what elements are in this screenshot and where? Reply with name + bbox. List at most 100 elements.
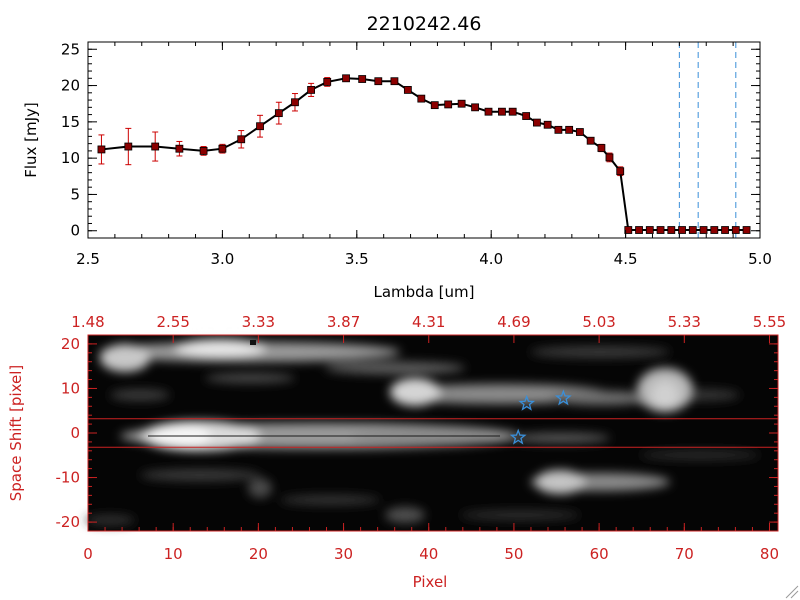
pixel-tick-label: 40 [419, 545, 438, 563]
data-point [554, 125, 563, 134]
chart-title: 2210242.46 [367, 13, 482, 35]
plot-frame [87, 41, 761, 239]
flux-series-points [97, 74, 751, 234]
shift-tick-label: -20 [56, 513, 81, 531]
data-point [645, 226, 654, 234]
pixel-tick-label: 80 [760, 545, 779, 563]
x-tick-label: 3.5 [345, 250, 369, 268]
wavelength-tick-label: 5.33 [668, 313, 701, 331]
y-tick-label: 0 [70, 222, 80, 240]
data-point [605, 153, 614, 162]
bad-pixel [250, 340, 256, 345]
data-point [616, 167, 625, 176]
star-marker-icon [554, 389, 572, 406]
wavelength-tick-label: 5.03 [582, 313, 615, 331]
data-point [342, 74, 350, 83]
y-tick-label: 15 [61, 113, 80, 131]
resize-grip-icon [785, 585, 799, 599]
compact-source [637, 368, 693, 412]
data-point [576, 128, 584, 136]
shift-tick-label: 20 [61, 335, 80, 353]
pixel-tick-label: 30 [334, 545, 353, 563]
data-point [624, 226, 633, 234]
wavelength-tick-label: 4.31 [412, 313, 445, 331]
space-shift-axis-ticks: -20 -10 0 10 20 [56, 334, 778, 532]
x-axis-ticks: 2.5 3.0 3.5 4.0 4.5 5.0 [76, 42, 772, 268]
data-point [522, 112, 531, 120]
data-point [742, 226, 751, 234]
reference-lines [678, 42, 737, 238]
x-tick-label: 3.0 [210, 250, 234, 268]
data-point [656, 226, 665, 234]
data-point [444, 100, 453, 109]
spectrum-panel: 2210242.46 Lambda [um] Flux [mJy] 2.5 3.0… [22, 13, 772, 301]
data-point [721, 226, 729, 234]
data-point [586, 136, 595, 145]
data-point [97, 145, 106, 154]
y-tick-label: 10 [61, 149, 80, 167]
data-point [323, 78, 332, 86]
space-shift-axis-label: Space Shift [pixel] [7, 365, 25, 502]
data-point [199, 146, 208, 155]
data-point [124, 142, 133, 151]
data-point [237, 135, 246, 144]
data-point [151, 142, 160, 151]
y-tick-label: 20 [61, 77, 80, 95]
data-point [175, 144, 184, 153]
data-point [430, 101, 439, 110]
spectral-image [85, 339, 760, 525]
data-point [256, 122, 264, 131]
wavelength-tick-label: 4.69 [497, 313, 530, 331]
data-point [688, 226, 697, 234]
pixel-axis-label: Pixel [413, 573, 448, 591]
data-point [565, 125, 574, 134]
extraction-aperture [88, 418, 778, 448]
data-point [498, 107, 506, 116]
y-axis-ticks: 0 5 10 15 20 25 [61, 40, 760, 240]
shift-tick-label: 0 [70, 424, 80, 442]
data-point [597, 144, 606, 152]
data-point [532, 118, 541, 127]
data-point [218, 144, 227, 153]
x-axis-label: Lambda [um] [374, 283, 475, 301]
star-marker-icon [509, 428, 527, 445]
pixel-tick-label: 0 [83, 545, 93, 563]
data-point [374, 77, 383, 86]
lower-trace [530, 470, 670, 494]
data-point [667, 226, 676, 234]
star-marker-icon [518, 394, 536, 411]
pixel-axis-ticks: 0 10 20 30 40 50 60 70 80 [83, 523, 779, 563]
data-point [471, 103, 479, 112]
spectrum-image-panel: 0 10 20 30 40 50 60 70 80 1.48 2.55 3.33 3.87 4.31 4.… [7, 313, 786, 591]
data-point [699, 226, 708, 234]
shift-tick-label: 10 [61, 379, 80, 397]
wavelength-axis-ticks: 1.48 2.55 3.33 3.87 4.31 4.69 5.03 5.33 5.55 [71, 313, 786, 343]
data-point [678, 226, 686, 234]
x-tick-label: 4.5 [614, 250, 638, 268]
star-markers [509, 389, 572, 445]
data-point [417, 94, 426, 103]
y-axis-label: Flux [mJy] [22, 102, 40, 178]
pixel-tick-label: 60 [590, 545, 609, 563]
wavelength-tick-label: 2.55 [156, 313, 189, 331]
wavelength-tick-label: 5.55 [753, 313, 786, 331]
shift-tick-label: -10 [56, 469, 81, 487]
pixel-tick-label: 50 [504, 545, 523, 563]
wavelength-tick-label: 3.33 [242, 313, 275, 331]
data-point [508, 107, 517, 116]
data-point [291, 98, 299, 107]
wavelength-tick-label: 1.48 [71, 313, 104, 331]
pixel-tick-label: 10 [164, 545, 183, 563]
middle-trace [390, 378, 650, 406]
upper-trace [100, 339, 465, 374]
x-tick-label: 5.0 [748, 250, 772, 268]
data-point [731, 226, 740, 234]
y-tick-label: 5 [70, 185, 80, 203]
data-point [390, 77, 399, 86]
data-point [403, 86, 412, 94]
x-tick-label: 2.5 [76, 250, 100, 268]
wavelength-tick-label: 3.87 [327, 313, 360, 331]
data-point [484, 107, 493, 116]
x-tick-label: 4.0 [479, 250, 503, 268]
